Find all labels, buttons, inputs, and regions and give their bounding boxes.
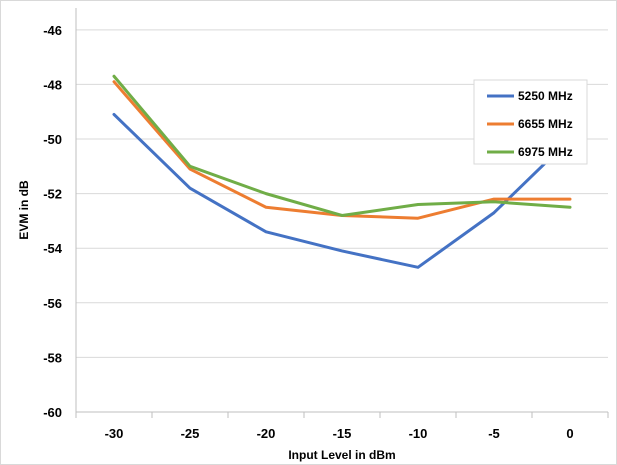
x-axis-title: Input Level in dBm — [288, 448, 395, 462]
legend-label: 6975 MHz — [518, 145, 573, 159]
legend-label: 6655 MHz — [518, 117, 573, 131]
y-tick-label: -54 — [43, 241, 63, 256]
series-line-0 — [112, 112, 572, 269]
x-tick-label: -10 — [409, 426, 428, 441]
y-tick-label: -52 — [43, 187, 62, 202]
y-tick-label: -56 — [43, 296, 62, 311]
series-lines — [112, 74, 572, 269]
x-tick-label: -5 — [488, 426, 500, 441]
y-tick-label: -50 — [43, 132, 62, 147]
x-tick-label: 0 — [566, 426, 573, 441]
legend: 5250 MHz 6655 MHz 6975 MHz — [473, 79, 588, 165]
gridlines — [76, 29, 608, 358]
y-tick-label: -48 — [43, 77, 62, 92]
y-axis-title: EVM in dB — [17, 180, 31, 240]
axes — [75, 8, 609, 418]
y-tick-label: -46 — [43, 23, 62, 38]
legend-box — [473, 79, 588, 165]
y-tick-label: -58 — [43, 350, 62, 365]
x-tick-label: -25 — [181, 426, 200, 441]
x-tick-label: -20 — [257, 426, 276, 441]
legend-label: 5250 MHz — [518, 89, 573, 103]
tick-labels: -46-48-50-52-54-56-58-60-30 -25 -20 -15 -10-… — [43, 23, 573, 441]
x-tick-label: -30 — [105, 426, 124, 441]
x-tick-label: -15 — [333, 426, 352, 441]
y-tick-label: -60 — [43, 405, 62, 420]
series-line-2 — [112, 74, 572, 217]
